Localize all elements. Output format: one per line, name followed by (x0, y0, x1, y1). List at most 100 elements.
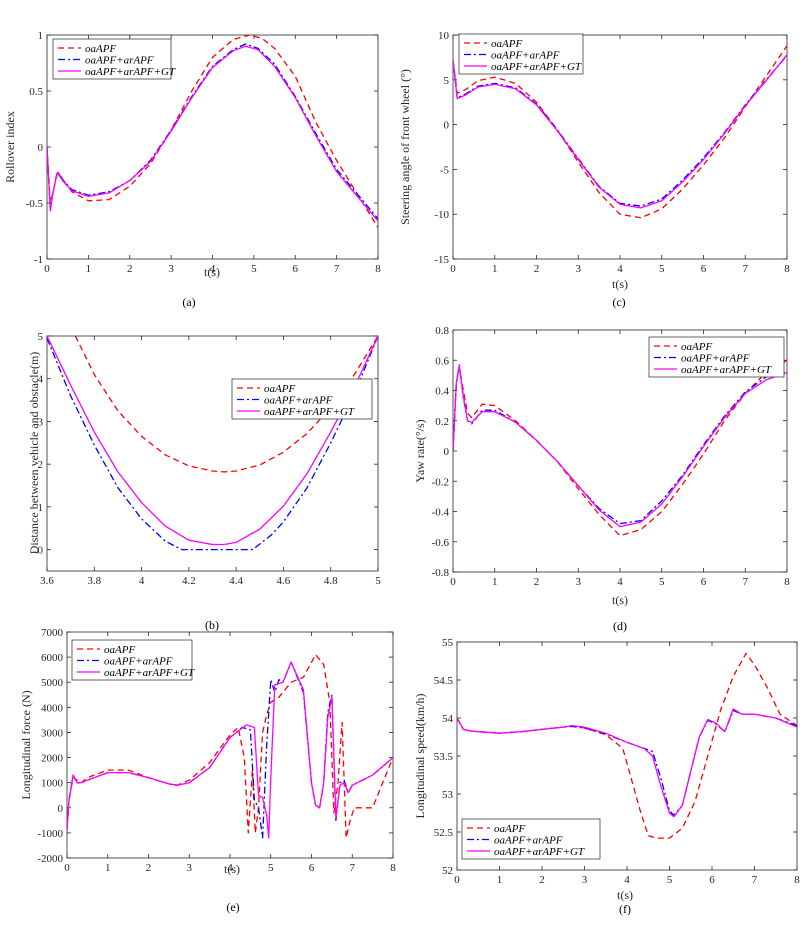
chart-panel-e: 0 1 2 3 4 5 6 7 8 -2000 -1000 0 1000 2000 3000 4000 5000… (19, 627, 396, 914)
x-tick-label: 4.8 (324, 575, 338, 587)
y-tick-label: 4000 (41, 702, 64, 714)
series-line-oaAPF-arAPF (47, 336, 378, 551)
x-tick-label: 3.8 (87, 575, 101, 587)
legend-entry: oaAPF+arAPF+GT (104, 667, 195, 679)
chart-panel-a: 0 1 2 3 4 5 6 7 8 -1 -0.5 0 0.5 1 t(s) Rollover index (a… (3, 30, 381, 309)
y-tick-label: -15 (434, 254, 449, 266)
series-line-oaAPF (453, 45, 787, 219)
legend-box (648, 336, 785, 378)
x-axis-label: t(s) (224, 862, 240, 876)
panel-caption: (d) (613, 619, 627, 633)
x-tick-label: 2 (534, 576, 540, 588)
legend-entry: oaAPF+arAPF (104, 656, 173, 668)
panel-caption: (f) (619, 902, 631, 916)
legend-entry: oaAPF (491, 38, 522, 50)
x-tick-label: 8 (784, 263, 790, 275)
x-tick-label: 8 (375, 263, 381, 275)
series-line-oaAPF (457, 652, 797, 839)
x-tick-label: 2 (127, 263, 133, 275)
y-tick-label: 0.5 (29, 86, 43, 98)
x-tick-label: 0 (454, 874, 460, 886)
x-tick-label: 2 (146, 862, 152, 874)
y-axis-label: Longitudinal force (N) (19, 690, 33, 799)
x-tick-label: 4 (139, 575, 145, 587)
y-tick-label: 55 (442, 637, 454, 649)
y-tick-label: 0.4 (435, 386, 449, 398)
x-tick-label: 5 (659, 576, 665, 588)
y-tick-label: -0.4 (432, 507, 450, 519)
x-tick-label: 1 (86, 263, 92, 275)
x-tick-label: 1 (105, 862, 111, 874)
y-tick-label: -5 (440, 164, 450, 176)
chart-panel-c: 0 1 2 3 4 5 6 7 8 -15 -10 -5 0 5 10 t(s) Steering angle … (398, 30, 790, 309)
x-tick-label: 7 (334, 263, 340, 275)
series-line-oaAPF-arAPF-GT (453, 54, 787, 209)
chart-panel-d: 0 1 2 3 4 5 6 7 8 -0.8 -0.6 -0.4 -0.2 0 0.2 0.4 0.6 0.8 t(… (413, 325, 790, 633)
y-tick-label: 54 (442, 713, 454, 725)
x-tick-label: 0 (44, 263, 50, 275)
y-axis-label: Distance between vehicle and obstacle(m) (27, 352, 41, 555)
legend-entry: oaAPF (85, 43, 116, 55)
x-tick-label: 6 (309, 862, 315, 874)
y-axis-label: Longitudinal speed(km/h) (413, 694, 427, 819)
y-tick-label: -0.5 (26, 198, 44, 210)
y-tick-label: 54.5 (434, 675, 454, 687)
x-tick-label: 4 (617, 576, 623, 588)
y-tick-label: 0 (58, 803, 64, 815)
x-tick-label: 5 (659, 263, 665, 275)
y-tick-label: 53 (442, 789, 454, 801)
y-tick-label: -0.2 (432, 476, 449, 488)
legend-box (52, 38, 172, 80)
y-tick-label: 5000 (41, 677, 64, 689)
y-axis-label: Steering angle of front wheel (°) (398, 69, 412, 225)
series-line-oaAPF-arAPF-GT (47, 336, 378, 546)
x-axis-label: t(s) (617, 888, 633, 902)
x-tick-label: 0 (64, 862, 70, 874)
y-tick-label: 10 (438, 30, 450, 42)
series-line-oaAPF (47, 35, 378, 228)
panel-caption: (e) (226, 900, 239, 914)
panel-caption: (a) (182, 295, 195, 309)
series-line-oaAPF (74, 336, 378, 473)
y-tick-label: 0.6 (435, 355, 449, 367)
legend-entry: oaAPF+arAPF (264, 395, 333, 407)
panel-caption: (b) (205, 618, 219, 632)
y-tick-label: 0 (38, 142, 44, 154)
plot-area-box (46, 335, 379, 572)
x-tick-label: 8 (390, 862, 396, 874)
x-tick-label: 8 (784, 576, 790, 588)
x-tick-label: 3 (576, 576, 582, 588)
x-tick-label: 6 (701, 576, 707, 588)
x-tick-label: 2 (539, 874, 545, 886)
y-tick-label: 0 (38, 545, 44, 557)
y-tick-label: 0.2 (435, 416, 449, 428)
x-tick-label: 3 (582, 874, 588, 886)
y-tick-label: 52 (442, 865, 453, 877)
legend-entry: oaAPF (264, 383, 295, 395)
x-tick-label: 7 (350, 862, 356, 874)
y-tick-label: 2000 (41, 753, 64, 765)
y-axis-label: Yaw rate(°/s) (413, 419, 427, 482)
series-line-oaAPF-arAPF-GT (47, 45, 378, 222)
x-tick-label: 6 (293, 263, 299, 275)
y-tick-label: 0 (444, 120, 450, 132)
plot-area-box (452, 34, 788, 260)
x-tick-label: 3 (187, 862, 193, 874)
x-tick-label: 1 (492, 576, 498, 588)
y-tick-label: -1000 (37, 828, 63, 840)
x-tick-label: 8 (794, 874, 800, 886)
x-tick-label: 2 (534, 263, 540, 275)
x-axis-label: t(s) (204, 265, 220, 279)
y-tick-label: -2000 (37, 853, 63, 865)
legend-entry: oaAPF+arAPF (85, 55, 154, 67)
x-tick-label: 6 (701, 263, 707, 275)
y-tick-label: 4 (38, 374, 44, 386)
x-tick-label: 7 (743, 576, 749, 588)
legend-entry: oaAPF+arAPF (491, 50, 560, 62)
y-tick-label: 1 (38, 30, 44, 42)
x-tick-label: 3.6 (40, 575, 54, 587)
x-tick-label: 6 (709, 874, 715, 886)
x-axis-label: t(s) (612, 277, 628, 291)
x-tick-label: 4 (617, 263, 623, 275)
legend-entry: oaAPF+arAPF+GT (85, 66, 176, 78)
